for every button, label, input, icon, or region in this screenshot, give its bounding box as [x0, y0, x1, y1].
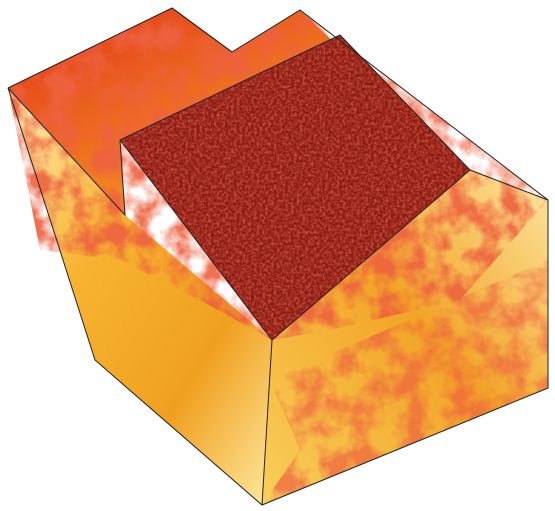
volume-render [0, 0, 555, 511]
page [0, 0, 555, 511]
